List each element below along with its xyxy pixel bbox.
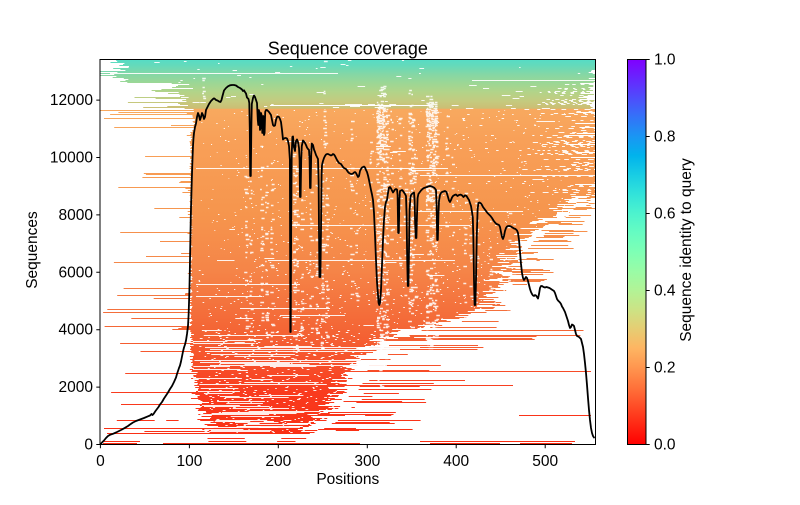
svg-text:400: 400 — [443, 453, 469, 470]
svg-text:4000: 4000 — [59, 322, 94, 339]
svg-text:2000: 2000 — [59, 379, 94, 396]
svg-text:200: 200 — [265, 453, 291, 470]
svg-text:1.0: 1.0 — [654, 52, 676, 69]
svg-text:Sequences: Sequences — [24, 211, 41, 289]
svg-text:10000: 10000 — [50, 150, 93, 167]
svg-text:500: 500 — [532, 453, 558, 470]
svg-text:0: 0 — [84, 437, 93, 454]
svg-text:0.4: 0.4 — [654, 283, 676, 300]
svg-text:300: 300 — [354, 453, 380, 470]
svg-text:6000: 6000 — [59, 264, 94, 281]
svg-text:12000: 12000 — [50, 92, 93, 109]
svg-text:0.2: 0.2 — [654, 360, 676, 377]
svg-text:100: 100 — [176, 453, 202, 470]
svg-text:0.6: 0.6 — [654, 206, 676, 223]
svg-text:Sequence coverage: Sequence coverage — [268, 39, 428, 59]
svg-text:Positions: Positions — [316, 471, 379, 488]
svg-text:Sequence identity to query: Sequence identity to query — [678, 158, 695, 342]
svg-text:0.0: 0.0 — [654, 437, 676, 454]
svg-text:0: 0 — [96, 453, 105, 470]
svg-text:8000: 8000 — [59, 207, 94, 224]
svg-text:0.8: 0.8 — [654, 129, 676, 146]
